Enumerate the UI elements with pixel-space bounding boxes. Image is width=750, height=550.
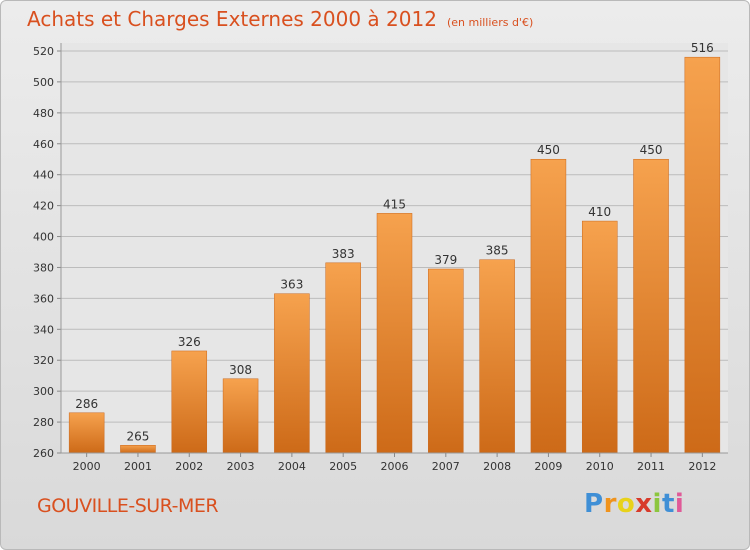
chart-title: Achats et Charges Externes 2000 à 2012 (e… <box>27 7 533 31</box>
city-name: GOUVILLE-SUR-MER <box>37 495 219 517</box>
x-axis: 2000 2001 2002 2003 2004 2005 2006 2007 2008 2009… <box>61 452 728 473</box>
x-tick-label: 2008 <box>483 460 511 473</box>
bar-value-label: 265 <box>127 429 150 443</box>
x-tick-label: 2009 <box>534 460 562 473</box>
bar <box>479 259 515 454</box>
bar-value-label: 516 <box>691 41 714 55</box>
logo-letter: i <box>652 489 662 519</box>
bar-value-label: 363 <box>280 278 303 292</box>
logo-letter: P <box>584 489 604 519</box>
x-tick-label: 2004 <box>278 460 306 473</box>
y-tick-label: 300 <box>33 385 54 398</box>
y-tick-label: 520 <box>33 45 54 58</box>
bar-value-label: 410 <box>588 205 611 219</box>
bar-value-label: 308 <box>229 363 252 377</box>
bars: 286 265 326 308 363 383 415 379 385 450 410 450 516 <box>68 41 721 454</box>
logo-letter: x <box>635 489 653 519</box>
logo-letter: i <box>674 489 685 519</box>
y-tick-label: 280 <box>33 416 54 429</box>
bar-value-label: 385 <box>486 244 509 258</box>
bar-value-label: 326 <box>178 335 201 349</box>
y-tick-label: 360 <box>33 292 54 305</box>
y-tick-label: 260 <box>33 447 54 460</box>
bar-value-label: 415 <box>383 197 406 211</box>
bar <box>325 262 361 454</box>
bar <box>274 293 310 454</box>
y-tick-label: 420 <box>33 200 54 213</box>
bar <box>428 268 464 454</box>
chart-subtitle: (en milliers d'€) <box>446 16 534 29</box>
y-tick-label: 340 <box>33 323 54 336</box>
bar-value-label: 379 <box>434 253 457 267</box>
logo-letter: o <box>616 489 636 519</box>
bar <box>68 412 105 454</box>
x-tick-label: 2001 <box>124 460 152 473</box>
bar-value-label: 383 <box>332 247 355 261</box>
bar <box>684 56 721 454</box>
y-tick-label: 380 <box>33 261 54 274</box>
y-tick-label: 400 <box>33 231 54 244</box>
x-tick-label: 2003 <box>227 460 255 473</box>
bar-value-label: 450 <box>537 143 560 157</box>
x-tick-label: 2007 <box>432 460 460 473</box>
y-tick-label: 460 <box>33 138 54 151</box>
x-tick-label: 2002 <box>175 460 203 473</box>
bar <box>120 445 156 454</box>
bar <box>171 350 208 454</box>
y-tick-label: 440 <box>33 169 54 182</box>
bar <box>376 213 413 454</box>
logo-letter: t <box>661 489 675 519</box>
bar-value-label: 286 <box>75 397 98 411</box>
y-tick-label: 480 <box>33 107 54 120</box>
x-tick-label: 2011 <box>637 460 665 473</box>
x-tick-label: 2000 <box>73 460 101 473</box>
logo-letter: r <box>603 489 617 519</box>
y-tick-label: 320 <box>33 354 54 367</box>
x-tick-label: 2005 <box>329 460 357 473</box>
x-tick-label: 2006 <box>381 460 409 473</box>
bar <box>222 378 259 454</box>
bar-value-label: 450 <box>640 143 663 157</box>
chart-title-text: Achats et Charges Externes 2000 à 2012 <box>27 7 437 31</box>
x-tick-label: 2010 <box>586 460 614 473</box>
y-tick-label: 500 <box>33 76 54 89</box>
x-tick-label: 2012 <box>688 460 716 473</box>
proxiti-logo: Proxiti <box>584 489 684 519</box>
y-axis: 260 280 300 320 340 360 380 400 420 440 460 480 500 5… <box>33 43 62 460</box>
bar <box>581 220 618 454</box>
bar <box>530 158 567 454</box>
bar <box>633 158 669 454</box>
